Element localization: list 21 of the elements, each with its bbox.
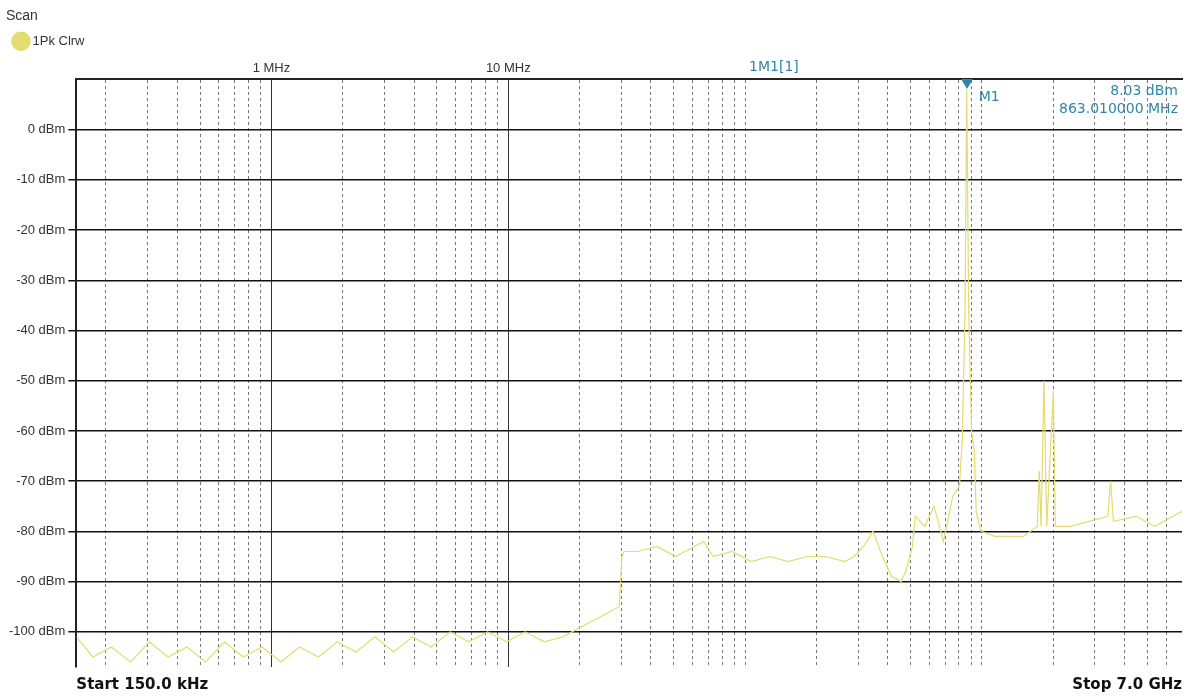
legend-label: 1Pk Clrw bbox=[32, 32, 86, 48]
annotation: 8.03 dBm bbox=[1110, 82, 1178, 99]
y-tick-label: -20 dBm bbox=[16, 221, 66, 237]
x-tick-label: 1 MHz bbox=[252, 60, 291, 76]
text: Stop 7.0 GHz bbox=[1072, 675, 1183, 693]
x-tick-label: 10 MHz bbox=[485, 60, 531, 76]
chart-title: Scan bbox=[6, 7, 38, 24]
y-tick-label: -30 dBm bbox=[16, 271, 66, 287]
y-tick-label: -10 dBm bbox=[16, 171, 66, 187]
annotation: 863.010000 MHz bbox=[1058, 100, 1178, 117]
y-tick-label: -50 dBm bbox=[16, 372, 66, 388]
y-tick-label: -80 dBm bbox=[16, 522, 66, 538]
y-tick-label: -70 dBm bbox=[16, 472, 66, 488]
annotation: M1 bbox=[978, 88, 1000, 105]
y-tick-label: -100 dBm bbox=[8, 623, 66, 639]
text: 1M1[1] bbox=[749, 58, 799, 75]
y-tick-label: 0 dBm bbox=[27, 121, 66, 137]
y-tick-label: -60 dBm bbox=[16, 422, 66, 438]
y-tick-label: -40 dBm bbox=[16, 322, 66, 338]
y-tick-label: -90 dBm bbox=[16, 573, 66, 589]
text: Start 150.0 kHz bbox=[76, 675, 209, 693]
